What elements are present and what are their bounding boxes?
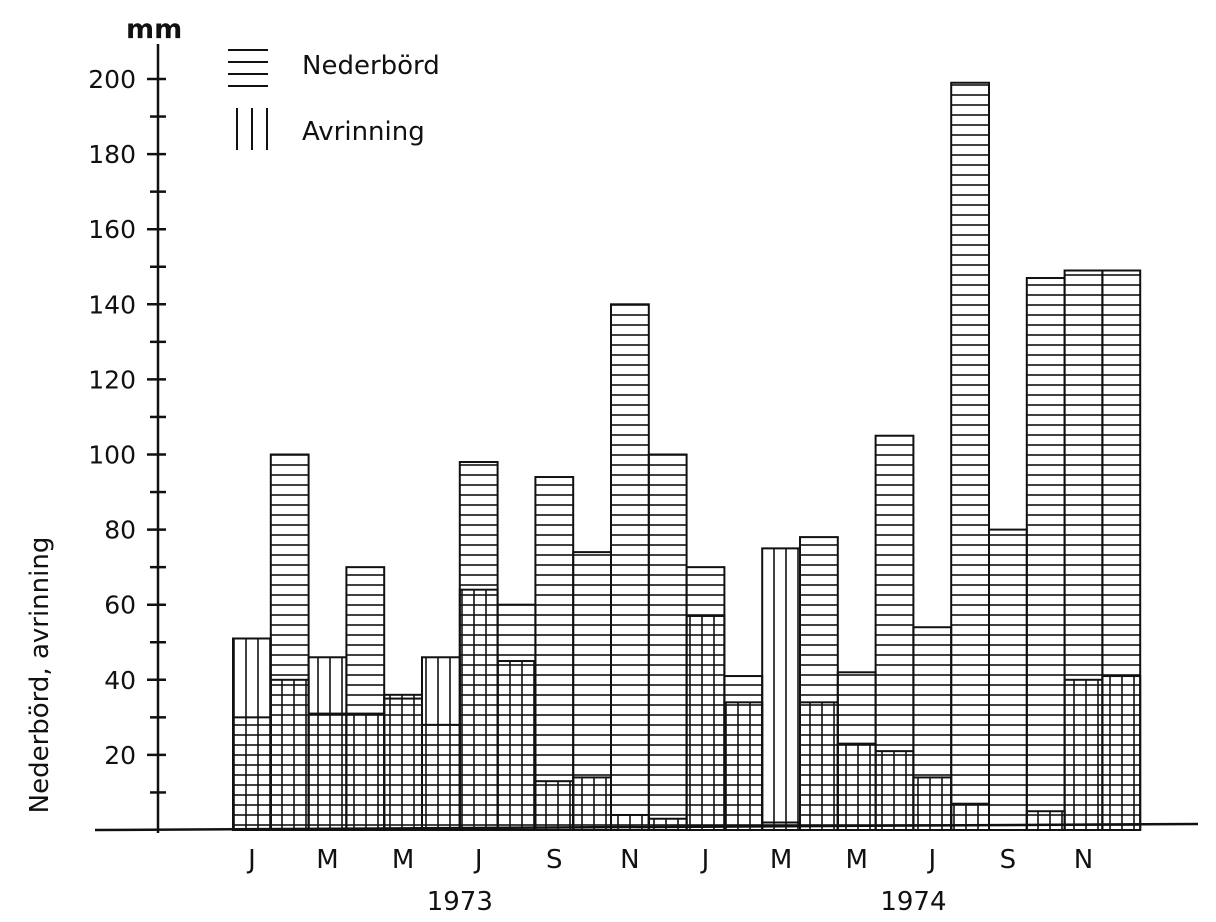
x-tick-label-2: M <box>316 845 338 875</box>
y-tick-label-200: 200 <box>88 65 136 94</box>
runoff-bars <box>232 547 1142 832</box>
x-tick-label-1: J <box>246 845 256 875</box>
runoff-bar-22 <box>1025 810 1066 831</box>
x-tick-label-6: N <box>620 845 639 875</box>
runoff-bar-19 <box>912 776 953 831</box>
runoff-bar-1 <box>232 637 272 831</box>
runoff-bar-3 <box>307 656 348 832</box>
y-tick-label-160: 160 <box>88 215 136 244</box>
unit-label: mm <box>126 14 182 45</box>
runoff-bar-10 <box>572 776 613 831</box>
runoff-bar-13 <box>685 614 726 832</box>
runoff-bar-24 <box>1101 675 1142 831</box>
precip-bar-20 <box>950 81 991 831</box>
x-tick-label-12: N <box>1074 845 1093 875</box>
runoff-bar-16 <box>799 701 839 832</box>
precip-bar-22 <box>1025 277 1066 831</box>
precip-bar-9 <box>534 476 575 831</box>
y-axis-label: Nederbörd, avrinning <box>25 537 55 814</box>
legend: Nederbörd Avrinning <box>228 49 440 150</box>
runoff-bar-15 <box>761 547 802 831</box>
y-tick-label-60: 60 <box>104 591 136 620</box>
precip-bar-11 <box>610 303 650 831</box>
legend-item-avrinning: Avrinning <box>236 108 425 150</box>
x-tick-label-4: J <box>473 845 483 875</box>
x-tick-label-11: S <box>1000 845 1017 875</box>
runoff-bar-12 <box>647 817 688 831</box>
x-axis-line <box>94 822 1199 832</box>
runoff-bar-4 <box>345 712 386 831</box>
runoff-bar-18 <box>874 750 915 832</box>
x-tick-label-8: M <box>770 845 792 875</box>
y-tick-label-80: 80 <box>104 516 136 545</box>
runoff-bar-23 <box>1063 678 1104 831</box>
y-tick-labels: 20 40 60 80 100 120 140 160 180 200 <box>88 65 136 770</box>
y-tick-label-100: 100 <box>88 441 136 470</box>
runoff-bar-7 <box>458 588 499 831</box>
x-tick-label-7: J <box>700 845 710 875</box>
legend-item-nederbord: Nederbörd <box>228 49 440 87</box>
runoff-bar-2 <box>269 678 310 831</box>
precip-bar-12 <box>647 453 688 831</box>
x-tick-labels: J M M J S N J M M J S N 1973 1974 <box>246 845 1093 917</box>
y-tick-label-40: 40 <box>104 666 136 695</box>
y-tick-label-180: 180 <box>88 140 136 169</box>
legend-label-nederbord: Nederbörd <box>302 51 440 81</box>
runoff-bar-14 <box>723 701 764 832</box>
runoff-bar-6 <box>421 656 461 832</box>
legend-label-avrinning: Avrinning <box>302 117 425 147</box>
x-tick-label-3: M <box>392 845 414 875</box>
x-tick-label-5: S <box>546 845 563 875</box>
y-tick-label-140: 140 <box>88 290 136 319</box>
y-tick-label-120: 120 <box>88 365 136 394</box>
runoff-bar-9 <box>534 780 575 831</box>
x-tick-label-10: J <box>926 845 936 875</box>
runoff-bar-8 <box>496 660 537 832</box>
x-tick-label-9: M <box>845 845 867 875</box>
precip-bar-21 <box>988 528 1028 831</box>
year-label-1973: 1973 <box>427 887 493 917</box>
runoff-bar-5 <box>383 693 424 831</box>
y-tick-label-20: 20 <box>104 741 136 770</box>
runoff-bar-17 <box>836 742 877 832</box>
year-label-1974: 1974 <box>880 887 946 917</box>
axes <box>94 44 1199 833</box>
